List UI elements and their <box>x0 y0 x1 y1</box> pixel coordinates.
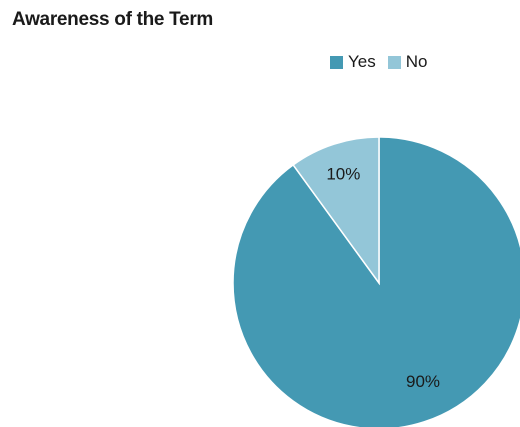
legend: Yes No <box>330 52 427 72</box>
pie-slice-no <box>292 136 380 286</box>
legend-item-yes: Yes <box>330 52 376 72</box>
legend-swatch-no <box>387 55 401 69</box>
legend-label-yes: Yes <box>348 52 376 71</box>
chart-title: Awareness of the Term <box>12 9 214 30</box>
legend-swatch-yes <box>330 55 343 69</box>
pie-slice-yes <box>232 136 520 427</box>
legend-label-no: No <box>405 52 428 71</box>
slice-label-no: 10% <box>326 164 360 183</box>
slice-label-yes: 90% <box>406 372 440 391</box>
legend-item-no: No <box>387 52 428 72</box>
